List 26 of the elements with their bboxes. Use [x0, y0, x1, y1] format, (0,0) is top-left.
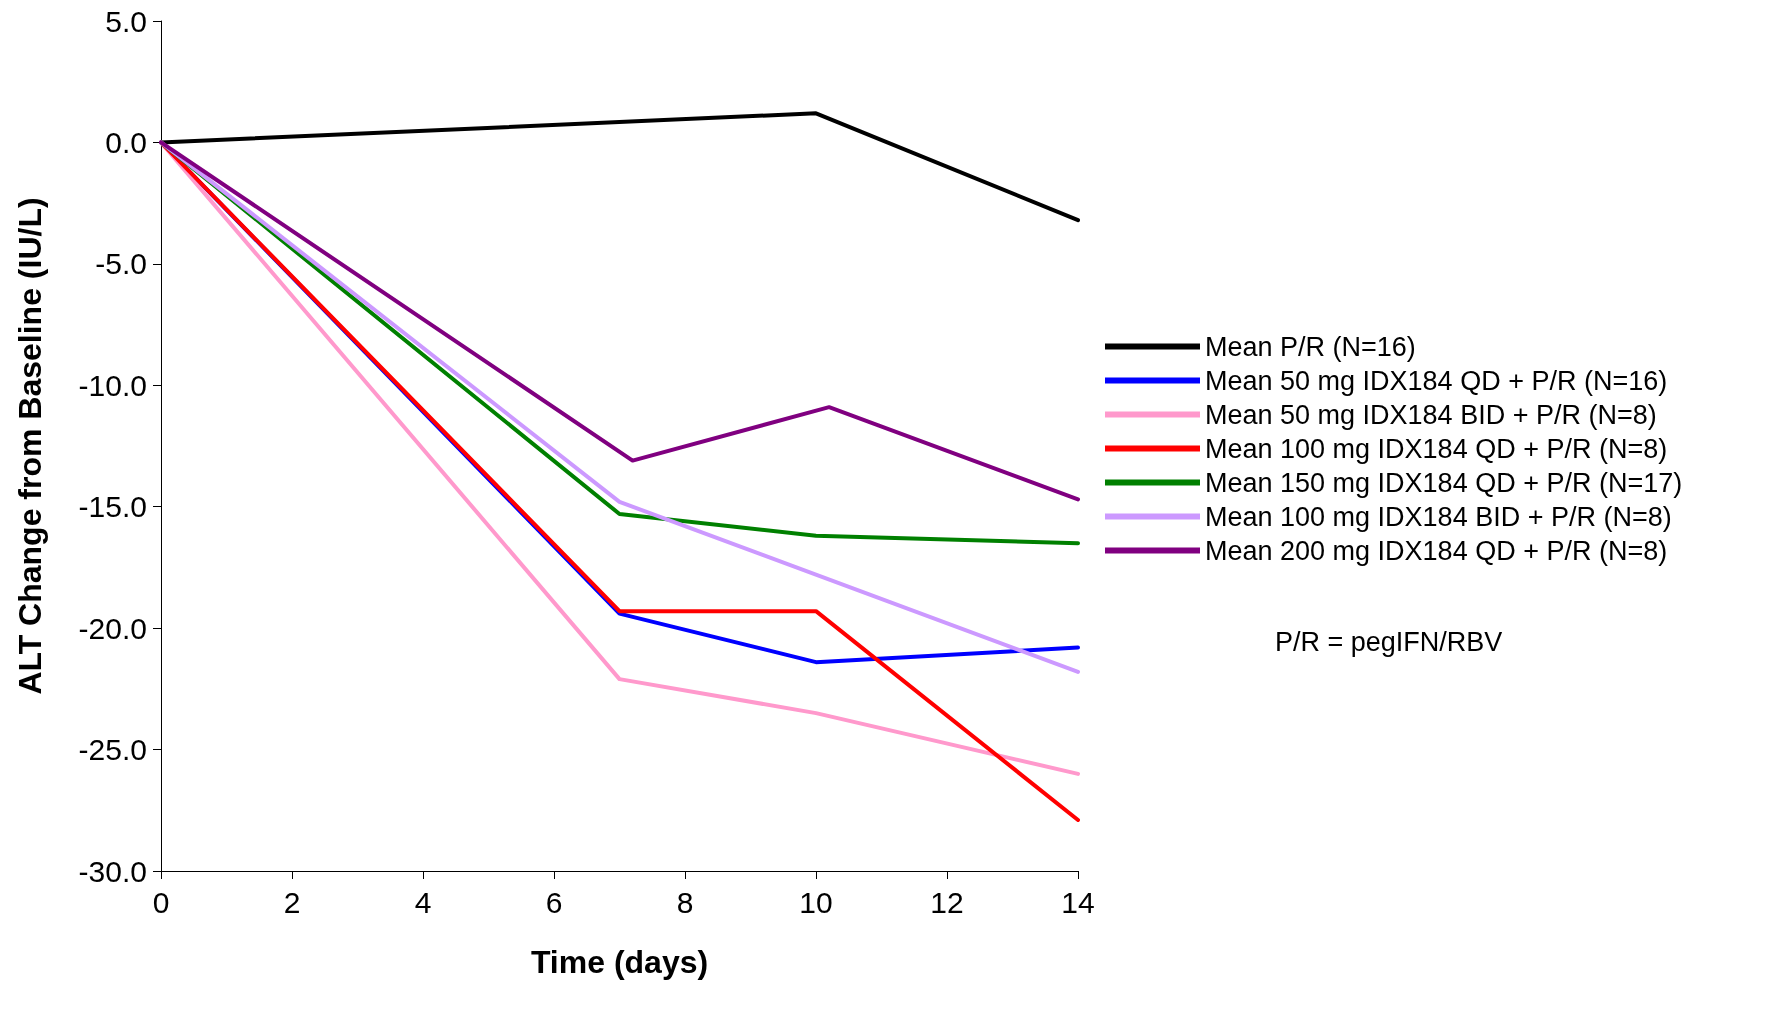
y-tick-label: -30.0	[78, 854, 147, 888]
text: P/R = pegIFN/RBV	[1275, 626, 1503, 657]
legend-label: Mean 50 mg IDX184 QD + P/R (N=16)	[1205, 365, 1668, 396]
y-tick-label: -5.0	[95, 247, 147, 281]
y-tick-label: -10.0	[78, 368, 147, 402]
x-tick-label: 14	[1061, 885, 1095, 919]
x-tick-label: 0	[152, 885, 170, 919]
y-axis-title: ALT Change from Baseline (IU/L)	[12, 197, 48, 695]
y-tick-label: -20.0	[78, 611, 147, 645]
legend-label: Mean 100 mg IDX184 QD + P/R (N=8)	[1205, 433, 1668, 464]
legend-label: Mean 150 mg IDX184 QD + P/R (N=17)	[1205, 467, 1683, 498]
y-tick-label: 5.0	[105, 4, 147, 38]
x-tick-label: 2	[283, 885, 301, 919]
legend-label: Mean 50 mg IDX184 BID + P/R (N=8)	[1205, 399, 1657, 430]
legend-label: Mean 200 mg IDX184 QD + P/R (N=8)	[1205, 535, 1668, 566]
x-axis-title: Time (days)	[530, 944, 709, 980]
legend-label: Mean 100 mg IDX184 BID + P/R (N=8)	[1205, 501, 1672, 532]
y-tick-label: -25.0	[78, 733, 147, 767]
x-tick-label: 4	[414, 885, 432, 919]
x-tick-label: 10	[799, 885, 833, 919]
y-tick-label: -15.0	[78, 490, 147, 524]
x-tick-label: 8	[676, 885, 694, 919]
y-tick-label: 0.0	[105, 125, 147, 159]
x-tick-label: 12	[930, 885, 964, 919]
legend-label: Mean P/R (N=16)	[1205, 331, 1416, 362]
x-tick-label: 6	[545, 885, 563, 919]
